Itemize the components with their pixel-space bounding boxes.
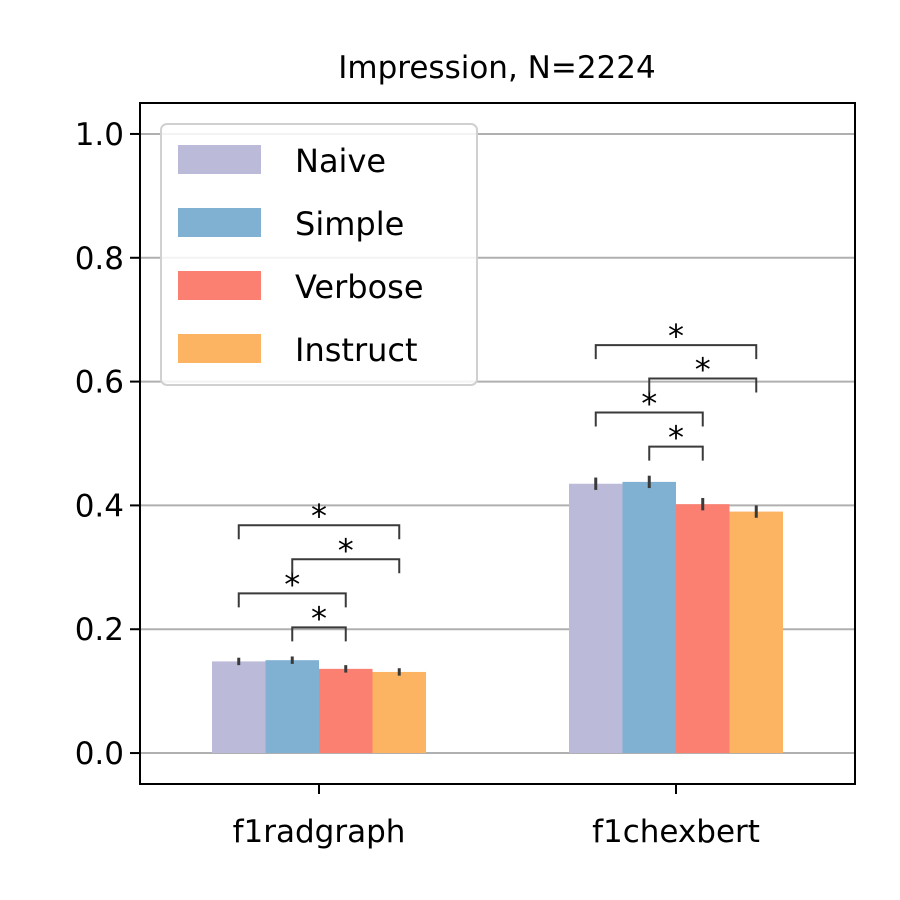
significance-star: *: [338, 531, 354, 569]
significance-bracket: [648, 377, 758, 393]
legend-label: Instruct: [295, 331, 418, 369]
y-tick-label: 1.0: [75, 117, 124, 153]
bar-naive-f1radgraph: [212, 661, 266, 754]
significance-star: *: [284, 565, 300, 603]
y-tick-label: 0.2: [75, 612, 124, 648]
legend-box: [160, 123, 478, 386]
legend-swatch-simple: [178, 208, 261, 237]
significance-bracket: [594, 344, 758, 360]
legend-swatch-instruct: [178, 334, 261, 363]
legend-label: Naive: [295, 142, 386, 180]
plot-frame: [139, 102, 856, 785]
legend-swatch-naive: [178, 145, 261, 174]
bar-instruct-f1radgraph: [372, 671, 426, 754]
legend: Naive Simple Verbose Instruct: [160, 123, 478, 386]
significance-bracket: [648, 445, 704, 461]
significance-bracket: [237, 524, 401, 540]
legend-swatch-verbose: [178, 271, 261, 300]
significance-bracket: [291, 558, 401, 574]
bars: [212, 475, 783, 754]
x-tick-label: f1radgraph: [233, 814, 406, 850]
legend-label: Simple: [295, 205, 404, 243]
y-tick-label: 0.8: [75, 241, 124, 277]
significance-star: *: [668, 317, 684, 355]
significance-bracket: [291, 626, 347, 642]
legend-label: Verbose: [295, 268, 424, 306]
significance-star: *: [668, 419, 684, 457]
bar-simple-f1radgraph: [265, 660, 319, 754]
significance-star: *: [311, 497, 327, 535]
bar-naive-f1chexbert: [569, 483, 623, 754]
significance-star: *: [641, 385, 657, 423]
bar-instruct-f1chexbert: [729, 511, 783, 754]
chart-title: Impression, N=2224: [338, 50, 655, 86]
bar-verbose-f1chexbert: [676, 504, 730, 754]
significance-bracket: [594, 411, 704, 427]
y-tick-label: 0.6: [75, 365, 124, 401]
significance-bracket: [237, 592, 347, 608]
y-axis: 0.0 0.2 0.4 0.6 0.8 1.0: [75, 117, 140, 772]
y-tick-label: 0.0: [75, 736, 124, 772]
y-tick-label: 0.4: [75, 488, 124, 524]
significance-brackets: * * * * * * * *: [237, 317, 758, 642]
significance-star: *: [311, 599, 327, 637]
x-axis: f1radgraph f1chexbert: [233, 784, 760, 850]
bar-simple-f1chexbert: [622, 481, 676, 754]
x-tick-label: f1chexbert: [592, 814, 760, 850]
bar-verbose-f1radgraph: [319, 668, 373, 754]
significance-star: *: [695, 350, 711, 388]
